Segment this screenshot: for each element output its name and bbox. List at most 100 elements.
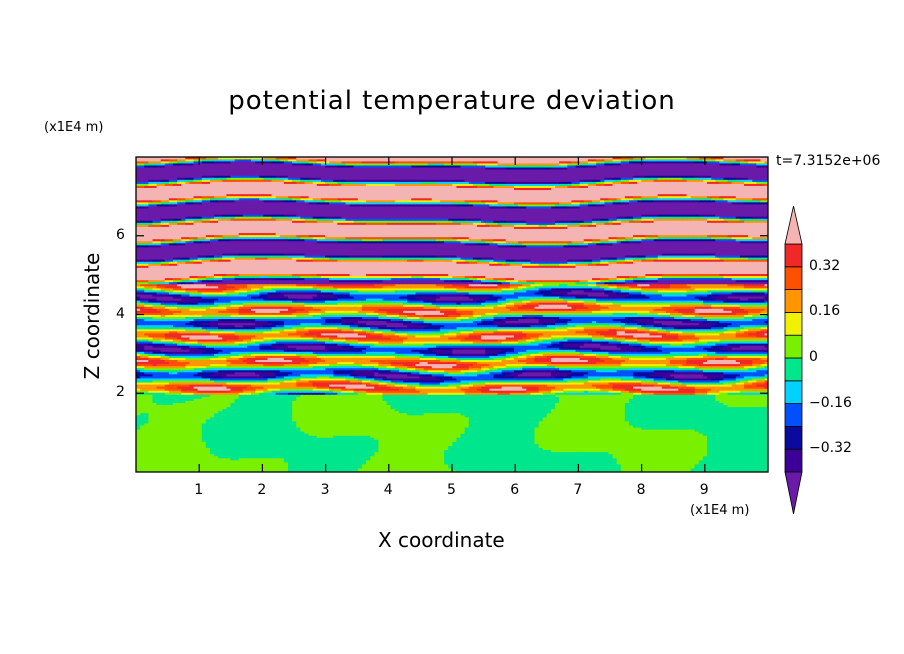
field-cell xyxy=(550,435,556,438)
field-cell xyxy=(456,463,462,467)
field-cell xyxy=(242,469,248,472)
field-cell xyxy=(415,445,421,449)
field-cell xyxy=(419,465,425,469)
field-cell xyxy=(136,469,141,472)
field-cell xyxy=(534,439,540,442)
field-cell xyxy=(645,463,651,467)
field-cell xyxy=(209,447,215,451)
field-cell xyxy=(739,451,745,455)
field-cell xyxy=(505,443,511,446)
field-cell xyxy=(283,447,289,451)
field-cell xyxy=(419,431,425,434)
field-cell xyxy=(596,469,601,472)
field-cell xyxy=(246,437,252,440)
field-cell xyxy=(271,459,277,463)
field-cell xyxy=(136,457,141,461)
field-cell xyxy=(197,453,203,457)
field-cell xyxy=(587,437,593,440)
field-cell xyxy=(756,439,762,442)
field-cell xyxy=(370,451,375,455)
field-cell xyxy=(481,453,486,457)
field-cell xyxy=(370,457,375,461)
field-cell xyxy=(226,447,232,451)
field-cell xyxy=(690,449,696,453)
field-cell xyxy=(735,439,741,442)
field-cell xyxy=(702,457,708,461)
field-cell xyxy=(160,445,166,449)
field-cell xyxy=(140,443,145,446)
field-cell xyxy=(497,441,503,444)
field-cell xyxy=(140,453,145,457)
field-cell xyxy=(205,451,211,455)
field-cell xyxy=(275,461,281,465)
field-cell xyxy=(641,453,646,457)
field-cell xyxy=(608,449,614,453)
field-cell xyxy=(444,451,449,455)
field-cell xyxy=(419,435,425,438)
field-cell xyxy=(296,467,301,471)
field-cell xyxy=(501,459,507,463)
field-cell xyxy=(312,461,318,465)
field-cell xyxy=(698,445,704,449)
field-cell xyxy=(312,457,318,461)
field-cell xyxy=(567,453,573,457)
field-cell xyxy=(550,469,556,472)
field-cell xyxy=(370,449,375,453)
field-cell xyxy=(608,467,614,471)
field-cell xyxy=(411,443,416,446)
field-cell xyxy=(608,443,614,446)
field-cell xyxy=(567,459,573,463)
field-cell xyxy=(353,459,359,463)
field-cell xyxy=(382,433,388,436)
field-cell xyxy=(230,435,236,438)
field-cell xyxy=(583,459,589,463)
field-cell xyxy=(205,433,211,436)
field-cell xyxy=(485,441,490,444)
field-cell xyxy=(505,457,511,461)
field-cell xyxy=(148,433,154,436)
field-cell xyxy=(411,455,416,459)
field-cell xyxy=(550,461,556,465)
field-cell xyxy=(530,455,536,459)
field-cell xyxy=(234,455,240,459)
field-cell xyxy=(604,443,610,446)
field-cell xyxy=(288,441,293,444)
field-cell xyxy=(312,453,318,457)
field-cell xyxy=(160,467,166,471)
field-cell xyxy=(246,441,252,444)
field-cell xyxy=(608,455,614,459)
field-cell xyxy=(366,469,371,472)
field-cell xyxy=(612,469,618,472)
field-cell xyxy=(624,459,630,463)
field-cell xyxy=(661,445,667,449)
field-cell xyxy=(460,469,466,472)
field-cell xyxy=(645,455,651,459)
field-cell xyxy=(218,443,223,446)
field-cell xyxy=(349,445,355,449)
field-cell xyxy=(193,455,199,459)
field-cell xyxy=(177,461,182,465)
field-cell xyxy=(214,461,219,465)
field-cell xyxy=(756,451,762,455)
field-cell xyxy=(637,453,642,457)
field-cell xyxy=(374,445,379,449)
field-cell xyxy=(559,461,564,465)
field-cell xyxy=(267,457,273,461)
field-cell xyxy=(481,461,486,465)
field-cell xyxy=(686,459,692,463)
field-cell xyxy=(140,457,145,461)
field-cell xyxy=(378,463,384,467)
field-cell xyxy=(378,441,384,444)
field-cell xyxy=(731,443,737,446)
field-cell xyxy=(481,433,486,436)
field-cell xyxy=(472,437,478,440)
field-cell xyxy=(201,445,207,449)
field-cell xyxy=(337,435,342,438)
field-cell xyxy=(185,435,191,438)
field-cell xyxy=(481,451,486,455)
field-cell xyxy=(555,435,560,438)
field-cell xyxy=(316,447,322,451)
field-cell xyxy=(136,435,141,438)
field-cell xyxy=(324,459,330,463)
field-cell xyxy=(497,459,503,463)
